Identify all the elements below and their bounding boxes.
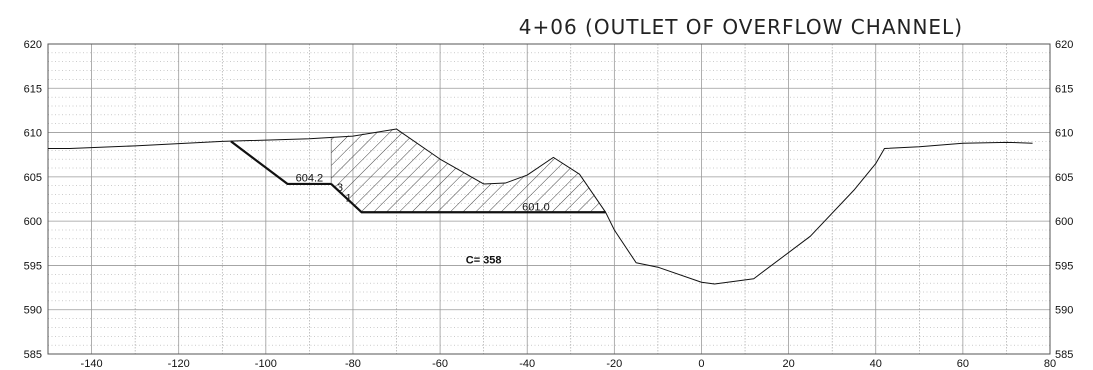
existing-ground-line (48, 128, 1033, 285)
x-tick-label: -40 (519, 358, 535, 370)
y-tick-label-left: 615 (24, 83, 42, 95)
annotations: 604.2 31 601.0 C= 358 (296, 172, 550, 266)
y-tick-label-left: 620 (24, 39, 42, 51)
x-tick-label: -100 (255, 358, 277, 370)
y-tick-label-left: 590 (24, 305, 42, 317)
y-axis-right: 585 590 595 600 605 610 615 620 (1055, 39, 1073, 361)
y-tick-label-right: 605 (1055, 172, 1073, 184)
x-tick-label: 60 (957, 358, 969, 370)
x-tick-label: -140 (81, 358, 103, 370)
elevation-label: 604.2 (296, 172, 324, 184)
y-tick-label-right: 610 (1055, 128, 1073, 140)
x-axis: -140 -120 -100 -80 -60 -40 -20 0 20 40 60 80 (81, 358, 1057, 370)
profile-lines (48, 128, 1033, 285)
x-tick-label: 0 (698, 358, 704, 370)
hatched-fill-area (331, 129, 606, 213)
y-tick-label-left: 610 (24, 128, 42, 140)
volume-label: C= 358 (466, 255, 502, 267)
y-tick-label-right: 585 (1055, 349, 1073, 361)
x-tick-label: -60 (432, 358, 448, 370)
excavation-hatch (331, 129, 606, 213)
x-tick-label: -20 (606, 358, 622, 370)
y-tick-label-left: 585 (24, 349, 42, 361)
y-tick-label-left: 595 (24, 260, 42, 272)
x-tick-label: 40 (870, 358, 882, 370)
x-tick-label: -120 (168, 358, 190, 370)
y-tick-label-right: 620 (1055, 39, 1073, 51)
elevation-label: 3 (337, 182, 343, 194)
elevation-label: 1 (346, 193, 352, 205)
y-tick-label-left: 600 (24, 216, 42, 228)
x-tick-label: 80 (1044, 358, 1056, 370)
x-tick-label: -80 (345, 358, 361, 370)
x-tick-label: 20 (782, 358, 794, 370)
y-tick-label-left: 605 (24, 172, 42, 184)
y-tick-label-right: 590 (1055, 305, 1073, 317)
y-tick-label-right: 600 (1055, 216, 1073, 228)
y-tick-label-right: 615 (1055, 83, 1073, 95)
plot-frame (47, 43, 1051, 355)
y-axis-left: 585 590 595 600 605 610 615 620 (24, 39, 42, 361)
elevation-label: 601.0 (522, 202, 550, 214)
y-tick-label-right: 595 (1055, 260, 1073, 272)
chart-title: 4+06 (OUTLET OF OVERFLOW CHANNEL) (519, 15, 963, 39)
